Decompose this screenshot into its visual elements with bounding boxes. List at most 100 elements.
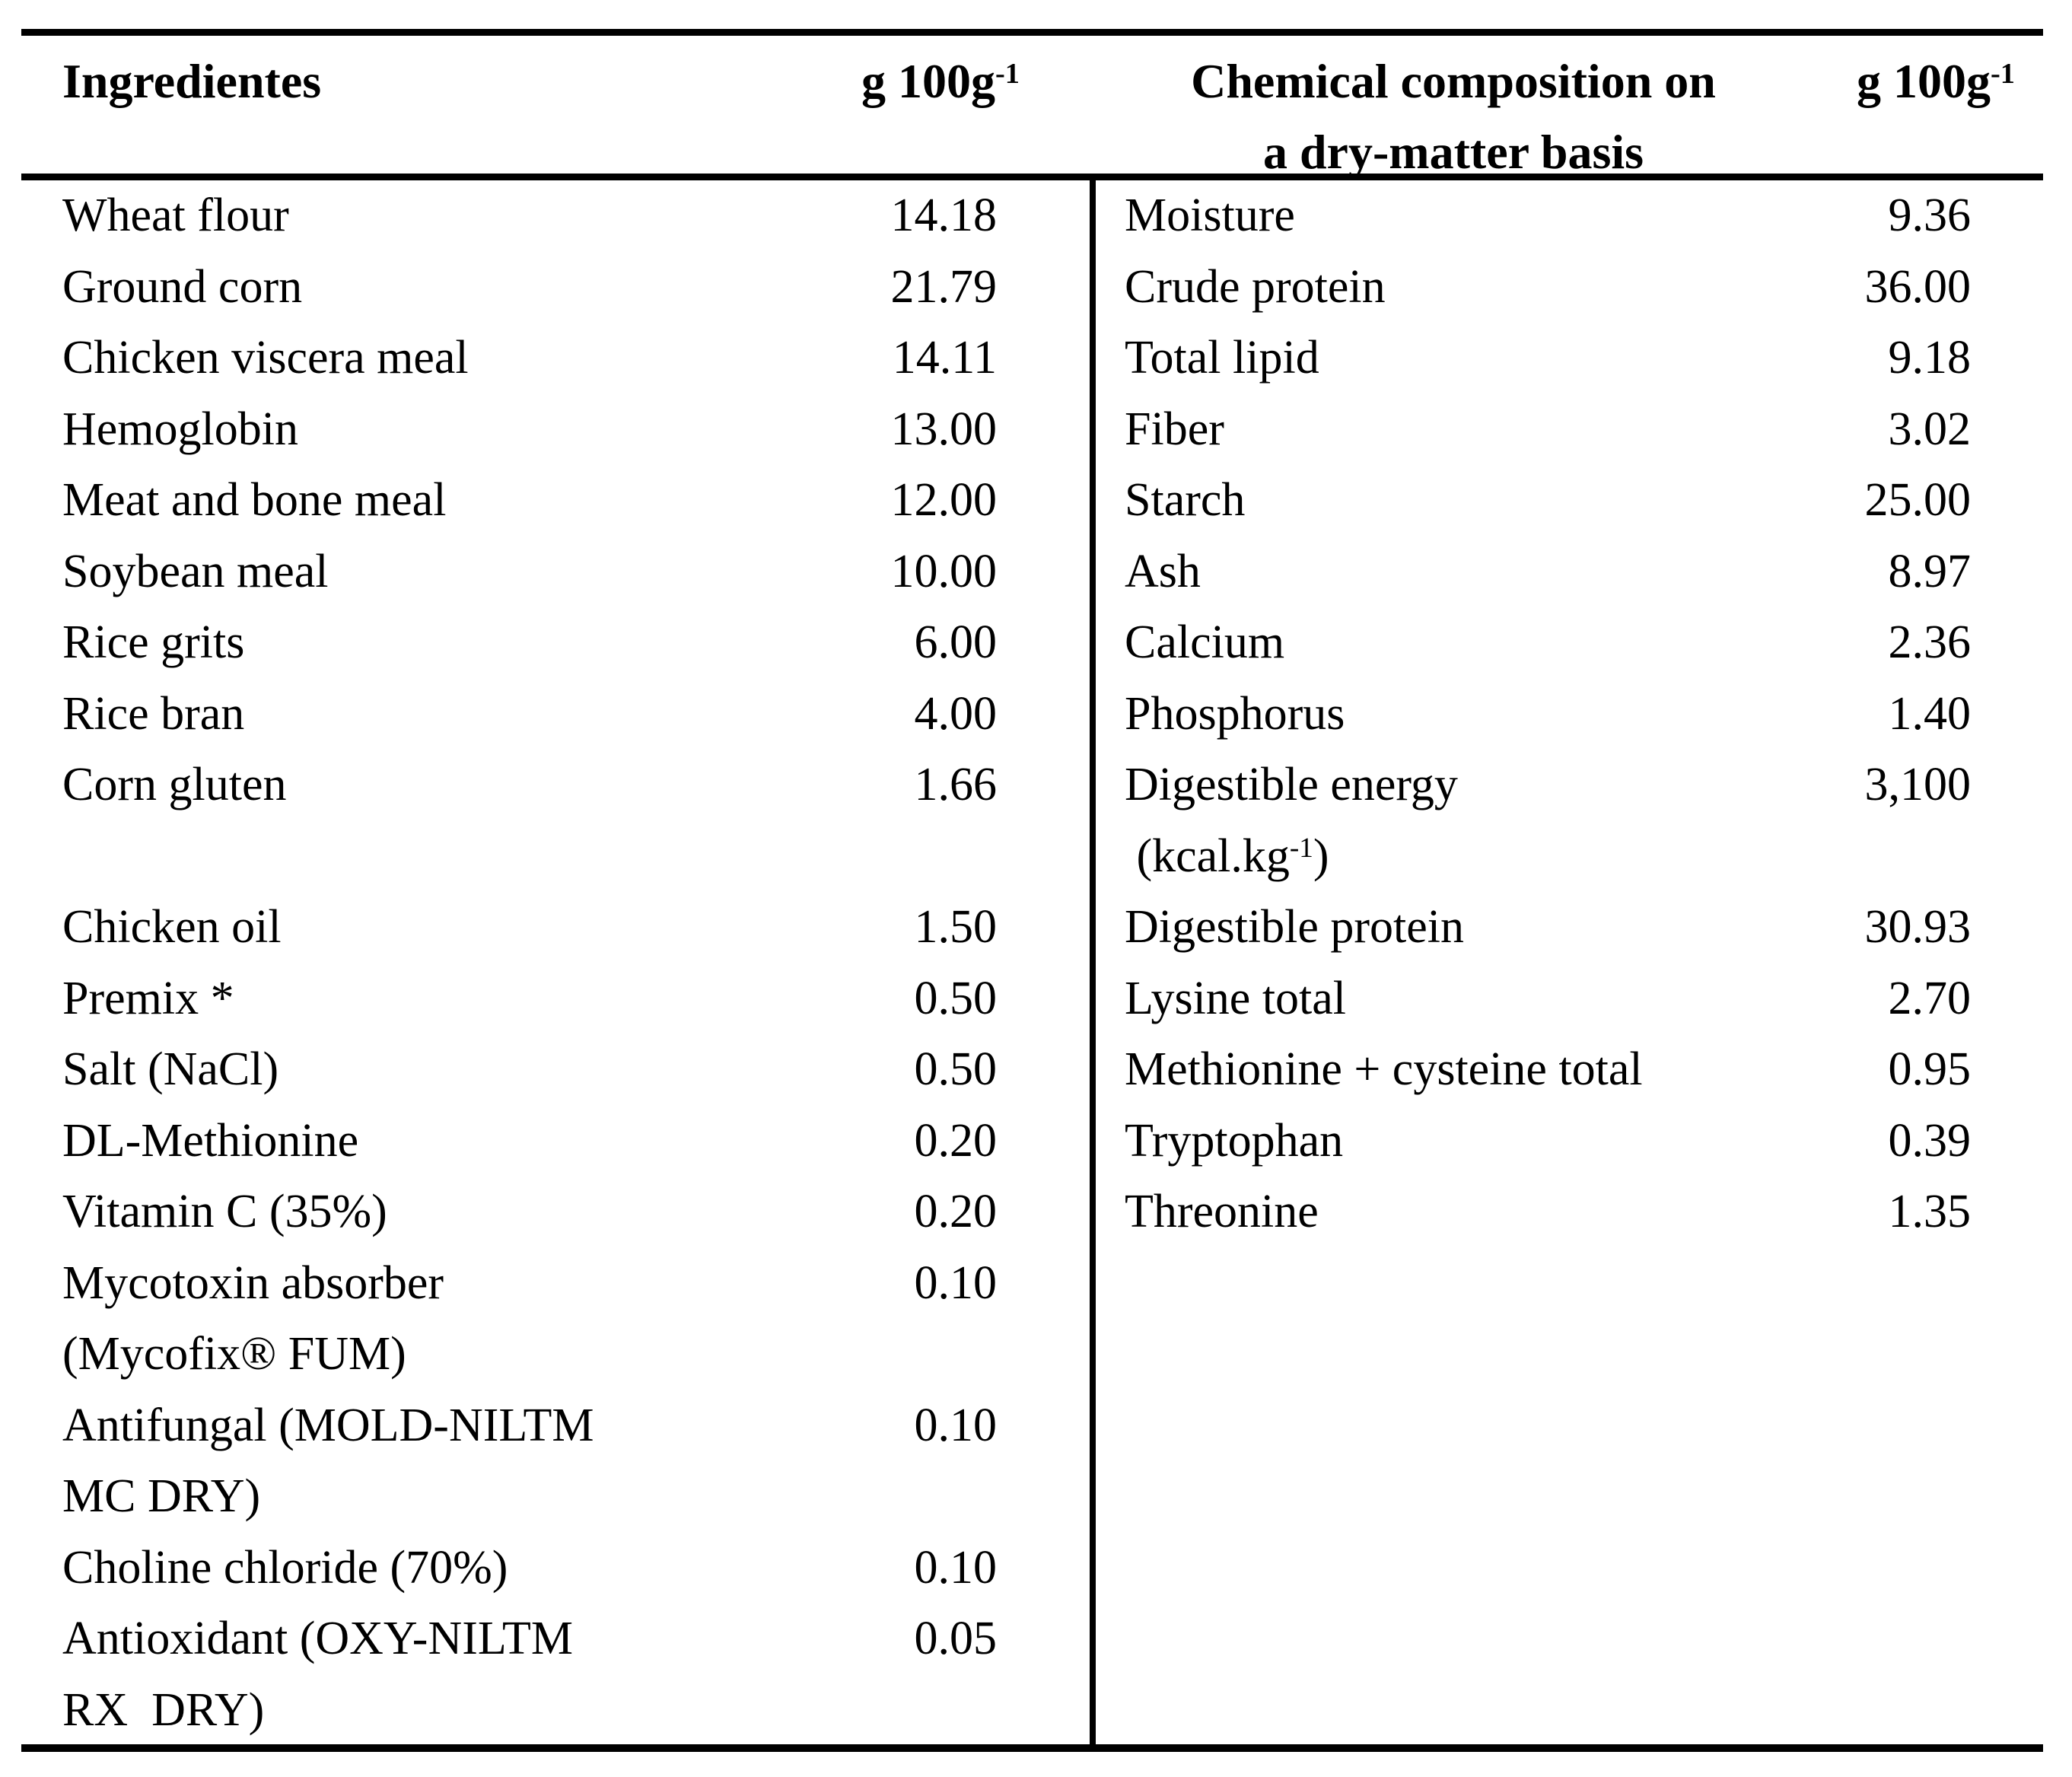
row-label: Rice bran <box>62 687 245 740</box>
row-label: (kcal.kg-1) <box>1125 830 1329 882</box>
table-row: Total lipid 9.18 <box>1125 323 1971 394</box>
row-value: 25.00 <box>1864 474 1972 526</box>
row-label: Lysine total <box>1125 972 1347 1024</box>
row-value <box>769 1675 997 1747</box>
label-superscript: -1 <box>1289 832 1313 864</box>
row-value: 13.00 <box>890 403 998 455</box>
row-label: Digestible protein <box>1125 901 1464 953</box>
table-column-divider <box>1090 174 1096 1752</box>
row-value: 4.00 <box>914 687 998 740</box>
row-value <box>769 1461 997 1533</box>
row-label: Fiber <box>1125 403 1224 455</box>
table-row: Methionine + cysteine total 0.95 <box>1125 1034 1971 1106</box>
row-label: Moisture <box>1125 189 1295 241</box>
row-label: Meat and bone meal <box>62 474 447 526</box>
row-label: Choline chloride (70%) <box>62 1541 508 1594</box>
row-value: 1.40 <box>1888 687 1972 740</box>
table-row: Antioxidant (OXY-NILTM 0.05 <box>62 1603 997 1675</box>
row-value: 14.11 <box>892 332 997 384</box>
table-row: MC DRY) <box>62 1461 997 1533</box>
row-value <box>769 821 997 893</box>
table-row: Corn gluten 1.66 <box>62 750 997 821</box>
table-row: Phosphorus 1.40 <box>1125 679 1971 750</box>
row-value: 1.35 <box>1888 1186 1972 1237</box>
row-label: Threonine <box>1125 1186 1319 1237</box>
row-label: Ash <box>1125 545 1201 597</box>
table-row: DL-Methionine 0.20 <box>62 1106 997 1177</box>
table-row: Digestible protein 30.93 <box>1125 892 1971 963</box>
row-label: Soybean meal <box>62 545 329 597</box>
row-value: 9.36 <box>1888 189 1972 241</box>
table-row <box>62 821 997 893</box>
row-label: Methionine + cysteine total <box>1125 1043 1643 1095</box>
row-label: Rice grits <box>62 616 245 668</box>
row-value: 36.00 <box>1864 260 1972 313</box>
row-value: 0.10 <box>914 1541 998 1594</box>
row-value: 12.00 <box>890 474 998 526</box>
row-label: MC DRY) <box>62 1470 261 1522</box>
row-value: 0.95 <box>1888 1043 1972 1095</box>
table-row: RX DRY) <box>62 1675 997 1747</box>
ingredients-table: Wheat flour 14.18 Ground corn 21.79 Chicken … <box>62 180 997 1746</box>
header-composition-line2: a dry-matter basis <box>1262 125 1644 179</box>
table-row: Threonine 1.35 <box>1125 1177 1971 1248</box>
row-value: 30.93 <box>1864 901 1972 953</box>
row-value: 0.10 <box>914 1256 998 1309</box>
row-label: Total lipid <box>1125 332 1319 384</box>
row-label: Ground corn <box>62 260 303 313</box>
table-row: Crude protein 36.00 <box>1125 252 1971 323</box>
row-label: Starch <box>1125 474 1246 526</box>
table-row: Moisture 9.36 <box>1125 180 1971 252</box>
row-label: Chicken viscera meal <box>62 332 469 384</box>
table-row: Digestible energy 3,100 <box>1125 750 1971 821</box>
row-label: RX DRY) <box>62 1683 265 1736</box>
row-value: 0.20 <box>914 1186 998 1237</box>
row-label: Hemoglobin <box>62 403 298 455</box>
row-value: 10.00 <box>890 545 998 597</box>
row-value: 3.02 <box>1888 403 1972 455</box>
row-value: 9.18 <box>1888 332 1972 384</box>
table-row: Chicken viscera meal 14.11 <box>62 323 997 394</box>
table-row: Rice bran 4.00 <box>62 679 997 750</box>
table-row: Calcium 2.36 <box>1125 607 1971 679</box>
row-value: 0.50 <box>914 1043 998 1095</box>
row-label: DL-Methionine <box>62 1114 359 1167</box>
row-value <box>769 1319 997 1390</box>
table-row: Wheat flour 14.18 <box>62 180 997 252</box>
row-label: Vitamin C (35%) <box>62 1186 387 1237</box>
row-label: Antioxidant (OXY-NILTM <box>62 1613 574 1664</box>
row-value: 0.20 <box>914 1114 998 1167</box>
table-row: Choline chloride (70%) 0.10 <box>62 1533 997 1604</box>
unit-superscript: -1 <box>1991 57 2015 90</box>
table-row: Fiber 3.02 <box>1125 394 1971 466</box>
row-value: 3,100 <box>1864 759 1972 810</box>
row-value: 0.50 <box>914 972 998 1024</box>
row-label <box>62 821 769 893</box>
row-value: 2.36 <box>1888 616 1972 668</box>
row-label: Antifungal (MOLD-NILTM <box>62 1399 594 1451</box>
row-label: Corn gluten <box>62 759 287 810</box>
table-row: Salt (NaCl) 0.50 <box>62 1034 997 1106</box>
table-row: Vitamin C (35%) 0.20 <box>62 1177 997 1248</box>
unit-base: g 100g <box>861 54 996 108</box>
unit-superscript: -1 <box>995 57 1020 90</box>
header-ingredients: Ingredientes <box>62 54 322 108</box>
row-label: Tryptophan <box>1125 1114 1344 1167</box>
table-header-separator <box>21 174 2043 180</box>
table-row: Antifungal (MOLD-NILTM 0.10 <box>62 1390 997 1462</box>
row-label: Crude protein <box>1125 260 1386 313</box>
row-value: 1.66 <box>914 759 998 810</box>
row-label: Mycotoxin absorber <box>62 1256 444 1309</box>
row-value: 1.50 <box>914 901 998 953</box>
row-value: 0.05 <box>914 1613 998 1664</box>
header-composition-unit: g 100g-1 <box>1743 54 2015 108</box>
row-label: Wheat flour <box>62 189 289 241</box>
table-row: Rice grits 6.00 <box>62 607 997 679</box>
table-row: Lysine total 2.70 <box>1125 963 1971 1035</box>
table-row: Soybean meal 10.00 <box>62 537 997 608</box>
table-row: Mycotoxin absorber 0.10 <box>62 1248 997 1320</box>
row-label: Calcium <box>1125 616 1285 668</box>
table-row: Ash 8.97 <box>1125 537 1971 608</box>
table-row: Starch 25.00 <box>1125 465 1971 537</box>
table-row: (kcal.kg-1) <box>1125 821 1971 893</box>
